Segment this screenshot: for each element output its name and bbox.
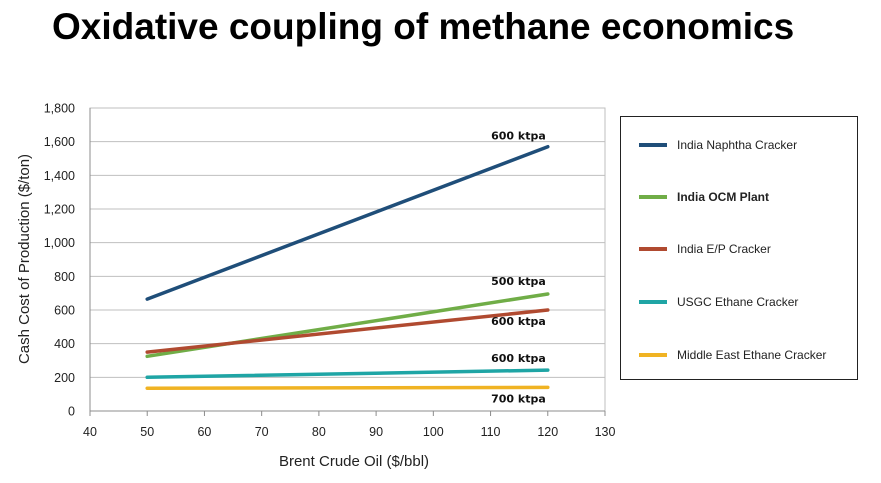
capacity-label: 700 ktpa xyxy=(491,392,546,405)
x-tick-label: 90 xyxy=(369,425,383,439)
x-tick-label: 40 xyxy=(83,425,97,439)
y-tick-label: 1,800 xyxy=(44,102,75,116)
legend-item: India E/P Cracker xyxy=(639,239,771,259)
series-line xyxy=(145,385,550,391)
legend-swatch xyxy=(639,247,667,251)
y-tick-label: 200 xyxy=(54,371,75,385)
series-line xyxy=(145,308,550,354)
x-tick-label: 80 xyxy=(312,425,326,439)
capacity-label: 600 ktpa xyxy=(491,315,546,328)
capacity-label: 600 ktpa xyxy=(491,352,546,365)
legend-swatch xyxy=(639,143,667,147)
capacity-labels: 600 ktpa 500 ktpa 600 ktpa 600 ktpa 700 ktpa xyxy=(491,130,546,406)
legend-label: India OCM Plant xyxy=(677,190,770,204)
x-tick-label: 120 xyxy=(537,425,558,439)
x-tick-label: 70 xyxy=(255,425,269,439)
axes: 0 200 400 600 800 1,000 1,200 1,400 1,600 1,800 40… xyxy=(44,102,616,440)
y-tick-label: 1,000 xyxy=(44,236,75,250)
legend-label: India Naphtha Cracker xyxy=(677,138,798,152)
legend-label: USGC Ethane Cracker xyxy=(677,295,799,309)
series-lines xyxy=(145,144,550,391)
legend-item: India OCM Plant xyxy=(639,187,769,207)
legend-label: Middle East Ethane Cracker xyxy=(677,348,827,362)
x-tick-label: 130 xyxy=(595,425,616,439)
x-tick-label: 60 xyxy=(197,425,211,439)
y-tick-label: 1,400 xyxy=(44,169,75,183)
x-axis-title: Brent Crude Oil ($/bbl) xyxy=(279,453,429,470)
capacity-label: 600 ktpa xyxy=(491,130,546,143)
legend-swatch xyxy=(639,195,667,199)
legend-swatch xyxy=(639,353,667,357)
y-tick-label: 800 xyxy=(54,270,75,284)
page-title: Oxidative coupling of methane economics xyxy=(52,6,795,47)
x-tick-label: 110 xyxy=(481,425,501,439)
series-line xyxy=(145,368,550,380)
legend-swatch xyxy=(639,300,667,304)
series-line xyxy=(145,144,550,301)
y-tick-label: 0 xyxy=(68,405,75,419)
legend: India Naphtha Cracker India OCM Plant Indi… xyxy=(620,116,858,380)
y-axis-title: Cash Cost of Production ($/ton) xyxy=(16,154,33,364)
y-tick-label: 400 xyxy=(54,337,75,351)
y-tick-label: 1,600 xyxy=(44,135,75,149)
capacity-label: 500 ktpa xyxy=(491,275,546,288)
legend-item: USGC Ethane Cracker xyxy=(639,292,798,312)
legend-label: India E/P Cracker xyxy=(677,242,771,256)
x-tick-label: 50 xyxy=(140,425,154,439)
y-tick-label: 600 xyxy=(54,304,75,318)
x-tick-label: 100 xyxy=(423,425,444,439)
legend-item: Middle East Ethane Cracker xyxy=(639,345,826,365)
legend-item: India Naphtha Cracker xyxy=(639,135,797,155)
y-tick-label: 1,200 xyxy=(44,203,75,217)
